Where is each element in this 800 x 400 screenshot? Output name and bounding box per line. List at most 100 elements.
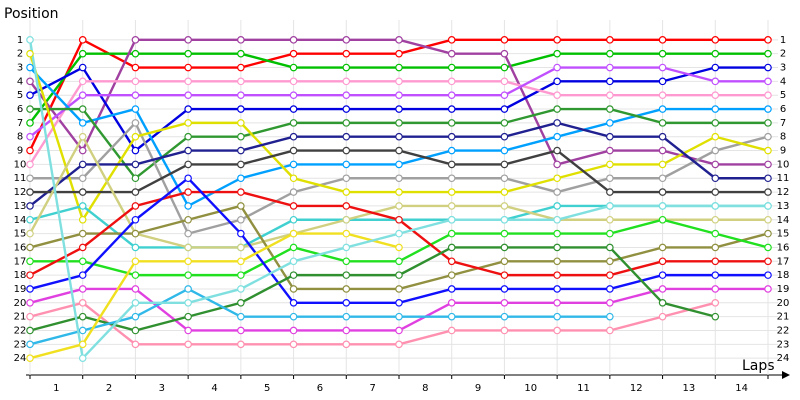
x-tick-label: 10 [524,383,537,394]
marker [26,91,34,100]
marker [711,132,720,141]
marker [553,271,561,279]
marker [658,77,667,86]
marker [342,298,351,307]
marker [237,49,245,58]
marker [237,243,245,252]
marker [447,105,456,113]
marker [342,312,351,321]
marker [78,340,87,349]
marker [131,119,140,127]
marker [553,326,561,335]
marker [342,229,351,238]
marker [289,105,298,113]
marker [78,312,87,321]
marker [658,119,667,127]
marker [711,63,720,72]
marker [78,326,87,335]
marker [606,160,614,169]
marker [342,215,351,224]
marker [500,105,509,113]
marker [26,202,34,210]
marker [131,257,140,266]
y-tick-label-right: 8 [780,132,786,143]
marker [237,298,245,307]
y-tick-label-right: 18 [777,270,790,281]
marker [26,36,34,44]
marker [553,298,561,307]
marker [447,285,456,293]
marker [606,215,614,224]
marker [78,146,87,155]
y-tick-label-right: 10 [777,159,790,170]
marker [184,36,192,44]
marker [78,49,87,58]
marker [658,91,667,100]
y-tick-label: 5 [17,90,23,101]
marker [606,105,614,113]
marker [658,174,667,183]
y-tick-label: 15 [14,229,27,240]
marker [237,174,245,183]
marker [658,188,667,196]
marker [237,202,245,210]
y-axis-label: Position [4,6,59,22]
marker [131,49,140,58]
marker [26,160,34,169]
marker [289,243,298,252]
marker [395,91,403,100]
marker [131,63,140,72]
marker [289,257,298,266]
y-tick-label-right: 16 [777,242,790,253]
y-tick-label-right: 12 [777,187,790,198]
marker [553,174,561,183]
marker [500,298,509,307]
x-tick-label: 8 [422,383,428,394]
x-tick-label: 5 [264,383,270,394]
marker [289,326,298,335]
y-tick-label: 3 [17,63,23,74]
marker [606,119,614,127]
y-tick-label: 20 [14,298,27,309]
marker [447,160,456,169]
marker [711,298,720,307]
marker [553,146,561,155]
marker [131,174,140,183]
marker [342,36,351,44]
marker [764,77,772,86]
marker [131,243,140,252]
marker [764,229,772,238]
marker [184,49,192,58]
y-tick-label: 4 [17,76,23,87]
marker [78,243,87,252]
marker [26,119,34,127]
marker [711,91,720,100]
marker [184,229,192,238]
y-tick-label-right: 3 [780,63,786,74]
marker [764,271,772,279]
marker [342,285,351,293]
marker [606,174,614,183]
marker [289,91,298,100]
marker [447,91,456,100]
marker [26,271,34,279]
marker [606,271,614,279]
marker [606,326,614,335]
marker [553,188,561,196]
marker [26,105,34,113]
marker [606,146,614,155]
marker [26,174,34,183]
marker [78,160,87,169]
y-tick-label: 2 [17,49,23,60]
marker [184,215,192,224]
marker [711,243,720,252]
marker [553,91,561,100]
marker [500,271,509,279]
x-axis-arrow [782,371,790,379]
marker [184,243,192,252]
marker [658,257,667,266]
marker [184,298,192,307]
y-tick-label: 19 [14,284,27,295]
marker [711,229,720,238]
marker [500,77,509,86]
